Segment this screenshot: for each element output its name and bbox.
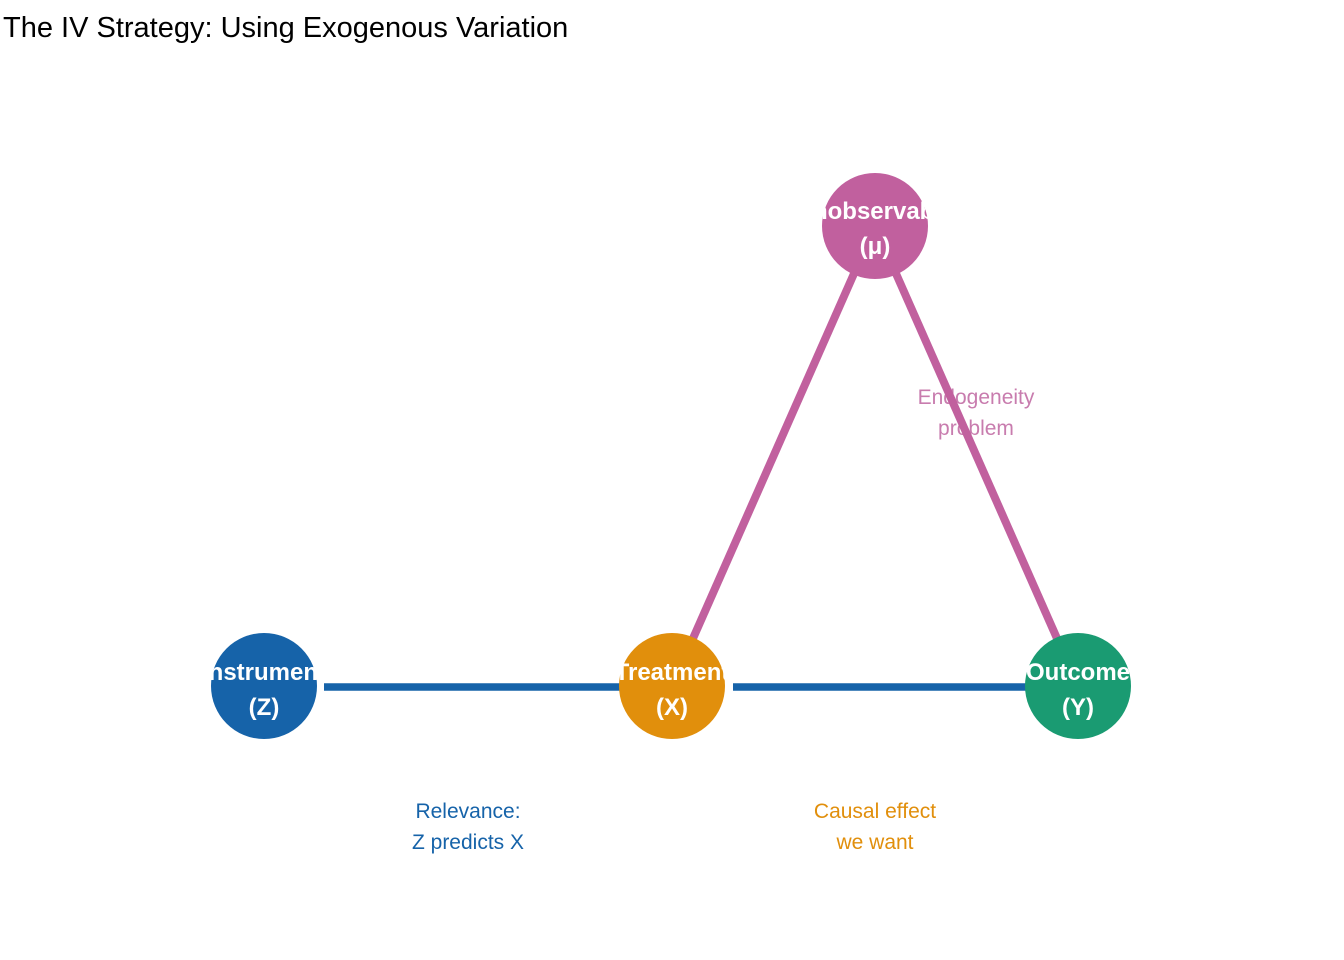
edge-label-causal-line2: we want [836,831,914,854]
node-label-instrument-line1: Instrument [201,659,327,686]
node-label-instrument: Instrument (Z) [202,655,326,725]
edge-unobservable-treatment [668,224,879,688]
node-label-treatment-line2: (X) [655,694,688,721]
node-circle-treatment [619,633,725,739]
node-circle-unobservable [822,173,928,279]
page-title: The IV Strategy: Using Exogenous Variati… [3,12,569,44]
node-circle-outcome [1025,633,1131,739]
node-circle-instrument [211,633,317,739]
edge-label-relevance-line2: Z predicts X [411,831,525,854]
node-label-outcome-line1: Outcome [1025,659,1131,686]
node-label-outcome: Outcome (Y) [1026,655,1130,725]
node-label-unobservable: Unobservable (μ) [796,194,955,264]
edge-label-causal-line1: Causal effect [813,800,937,823]
edge-label-causal-effect: Causal effect we want [814,796,936,858]
node-label-unobservable-line2: (μ) [859,233,891,260]
edge-label-relevance: Relevance: Z predicts X [412,796,524,858]
edge-label-endogeneity-line2: problem [938,417,1014,440]
node-label-outcome-line2: (Y) [1061,694,1094,721]
node-label-treatment: Treatment (X) [615,655,730,725]
edge-unobservable-outcome [871,224,1082,688]
edge-label-relevance-line1: Relevance: [415,800,521,823]
node-label-unobservable-line1: Unobservable [795,198,955,225]
node-label-instrument-line2: (Z) [248,694,280,721]
node-label-treatment-line1: Treatment [614,659,730,686]
